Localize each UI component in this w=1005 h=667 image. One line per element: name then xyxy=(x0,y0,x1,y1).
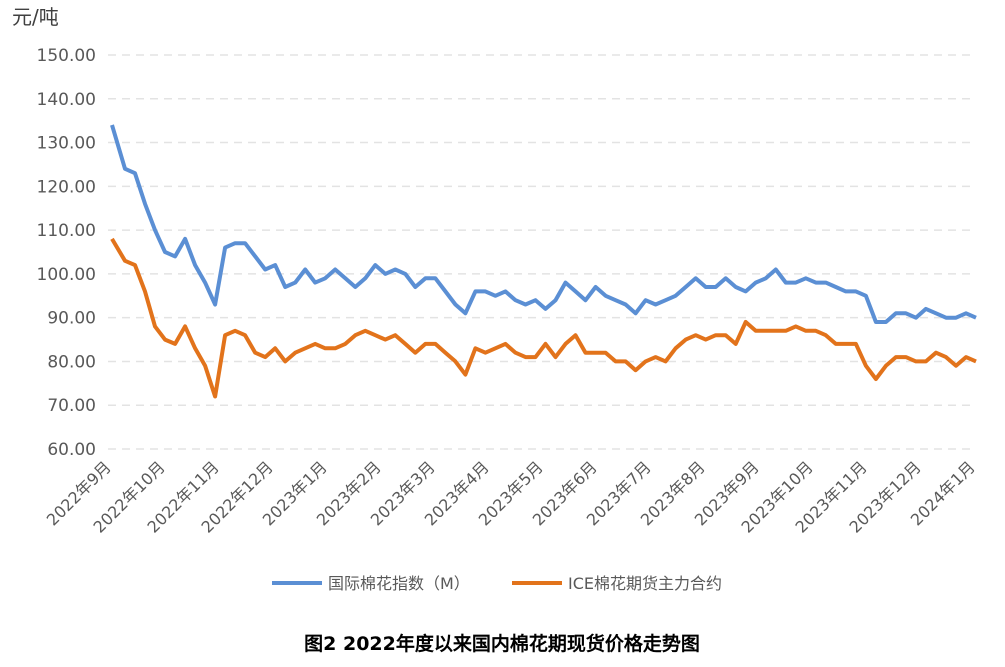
gridlines xyxy=(108,54,976,450)
y-tick-label: 90.00 xyxy=(47,309,96,329)
x-tick-labels: 2022年9月2022年10月2022年11月2022年12月2023年1月20… xyxy=(43,457,979,536)
chart-title: 图2 2022年度以来国内棉花期现货价格走势图 xyxy=(304,632,700,655)
legend-label-intl-index: 国际棉花指数（M） xyxy=(328,574,470,593)
y-tick-label: 120.00 xyxy=(37,177,96,197)
y-tick-label: 80.00 xyxy=(47,352,96,372)
y-tick-label: 150.00 xyxy=(37,46,96,66)
legend: 国际棉花指数（M） ICE棉花期货主力合约 xyxy=(272,574,722,593)
y-tick-label: 70.00 xyxy=(47,396,96,416)
y-tick-label: 110.00 xyxy=(37,221,96,241)
y-tick-label: 60.00 xyxy=(47,440,96,460)
legend-label-ice-futures: ICE棉花期货主力合约 xyxy=(568,574,722,593)
y-tick-labels: 60.00 70.00 80.00 90.00 100.00 110.00 120.00 13… xyxy=(37,46,96,460)
series-lines xyxy=(110,124,977,399)
y-axis-unit: 元/吨 xyxy=(12,5,59,29)
series-line-intl-cotton-index xyxy=(110,124,977,324)
y-tick-label: 140.00 xyxy=(37,90,96,110)
series-line-ice-cotton-futures xyxy=(110,237,977,399)
y-tick-label: 100.00 xyxy=(37,265,96,285)
y-tick-label: 130.00 xyxy=(37,134,96,154)
